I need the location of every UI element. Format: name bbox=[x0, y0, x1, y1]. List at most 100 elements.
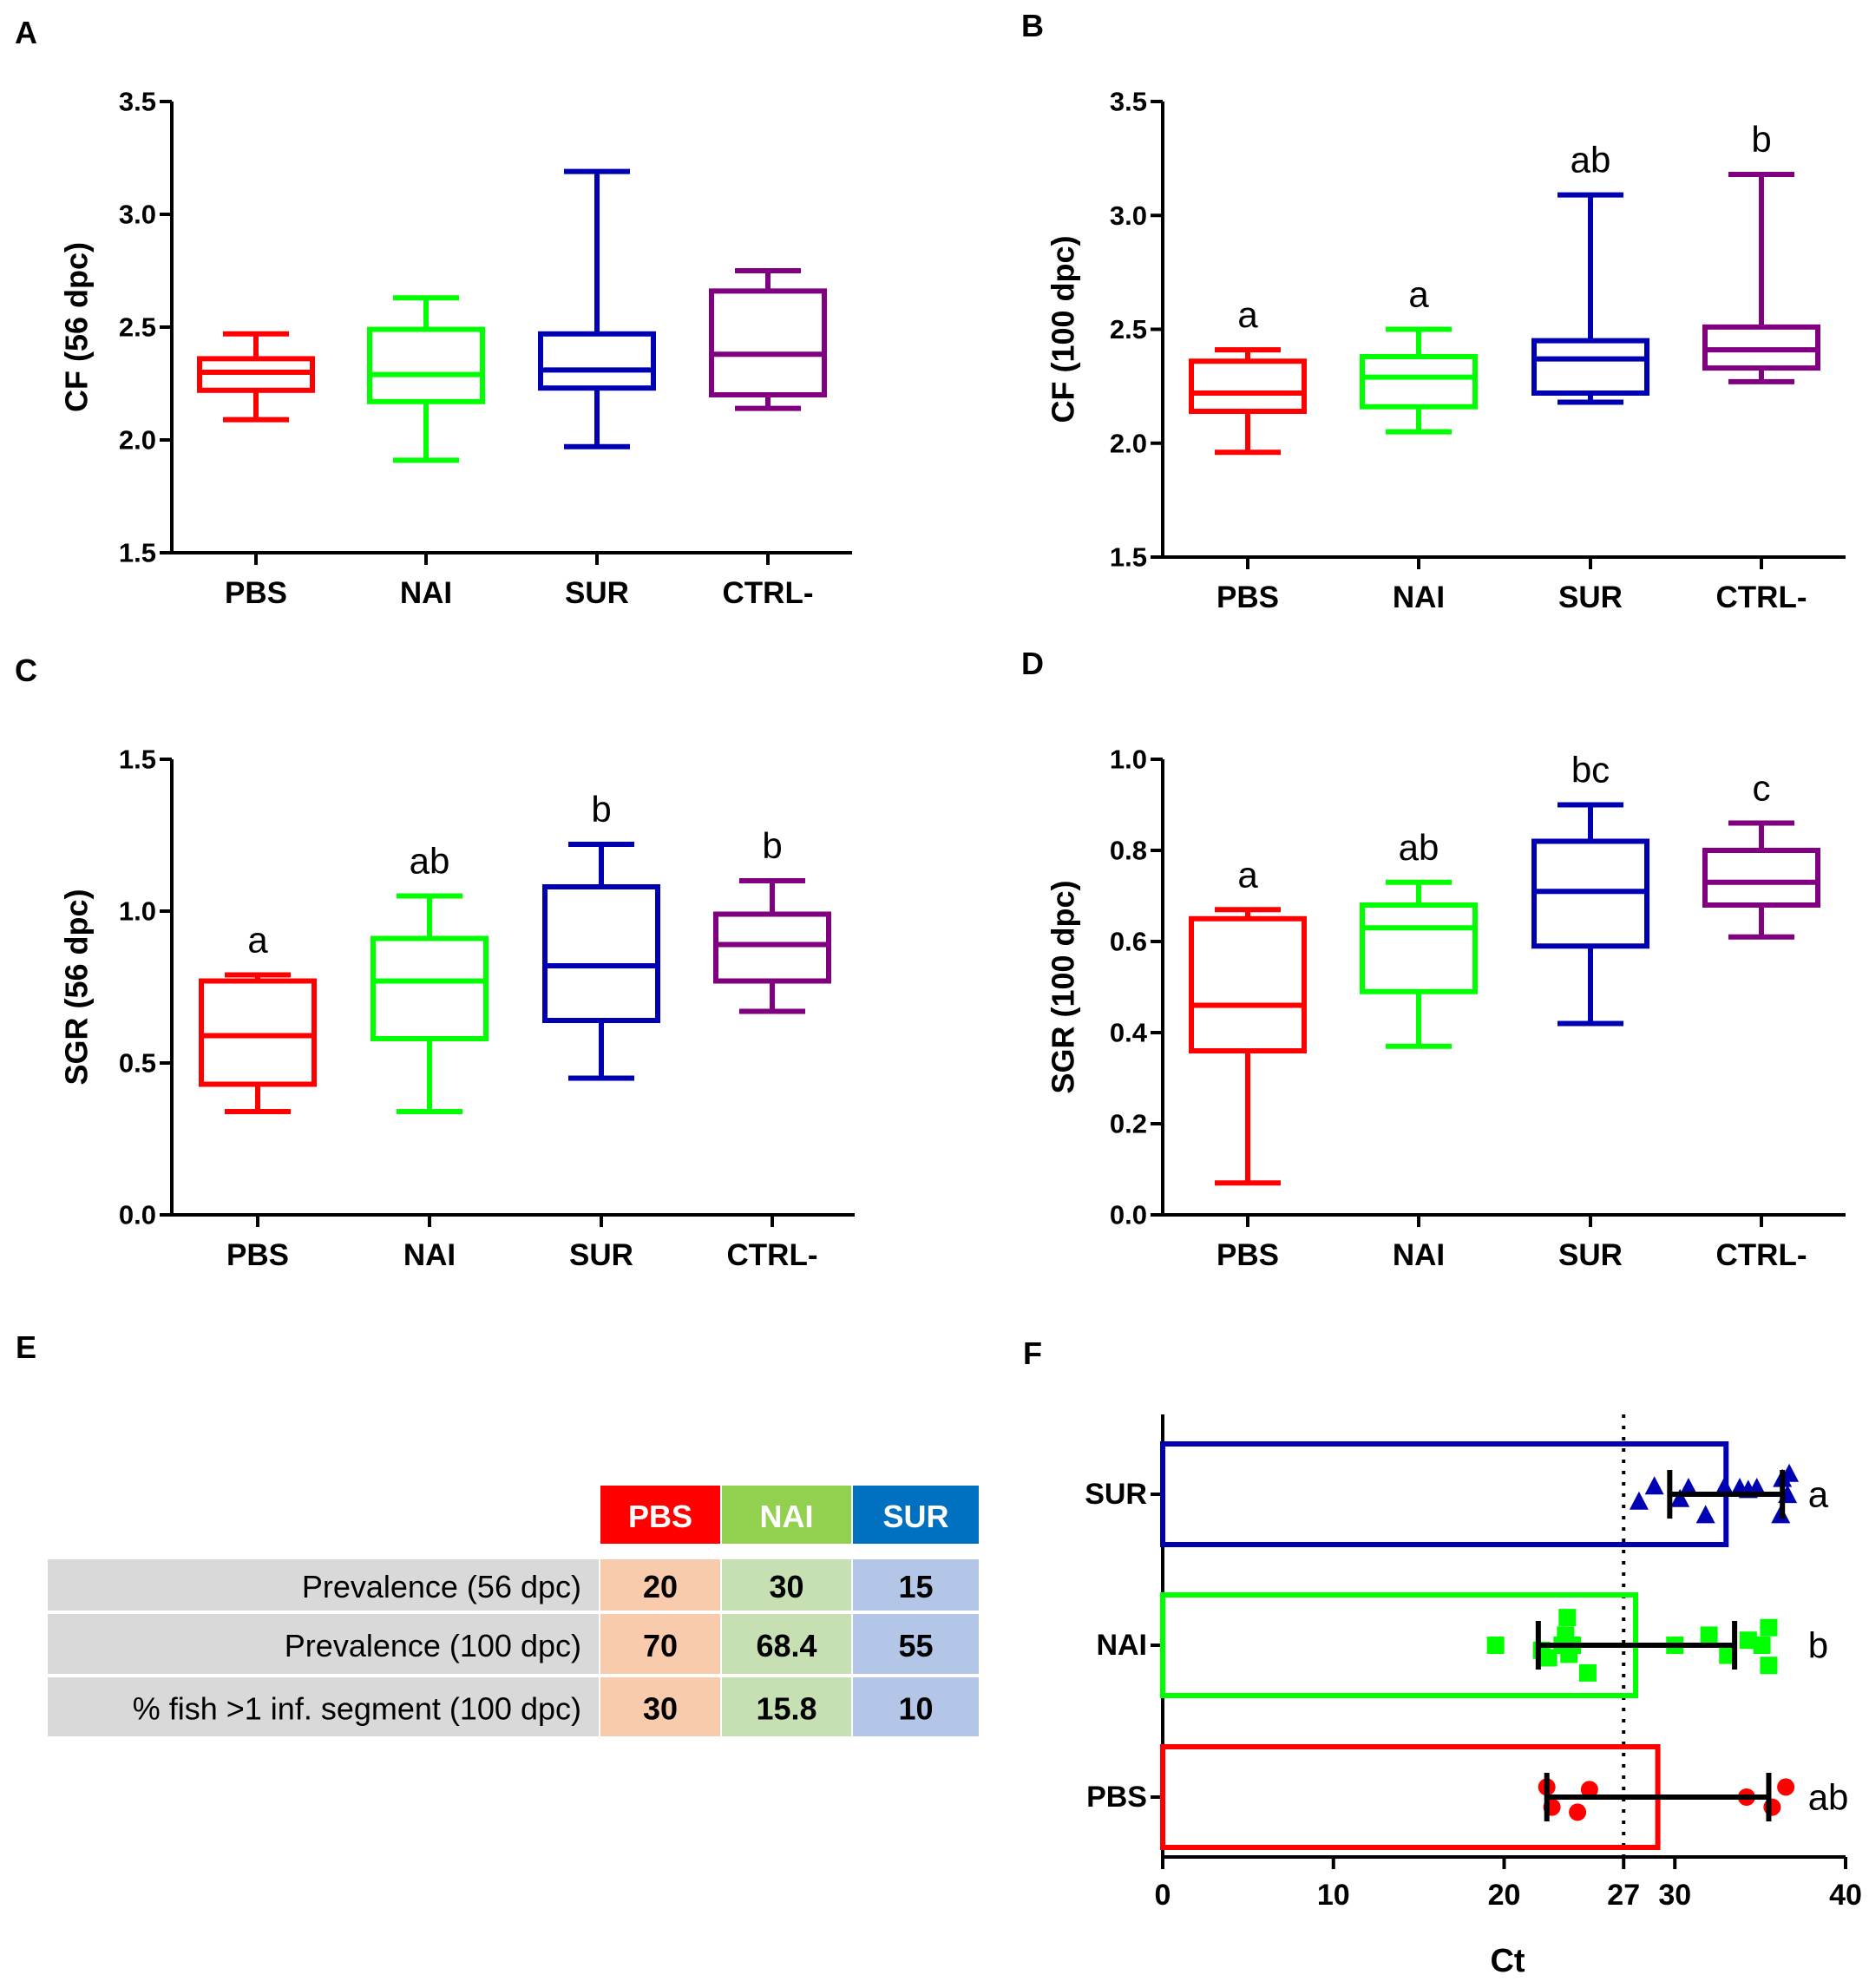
y-axis-label-d: SGR (100 dpc) bbox=[1046, 880, 1081, 1093]
y-tick-label-a-0: 1.5 bbox=[119, 538, 156, 568]
iqr-box bbox=[1189, 358, 1307, 414]
y-tick-label-b-0: 1.5 bbox=[1110, 542, 1147, 573]
table-cell-bg-1-2 bbox=[853, 1614, 979, 1674]
y-tick-label-d-5: 1.0 bbox=[1110, 745, 1147, 775]
iqr-box bbox=[1189, 915, 1307, 1053]
point-nai-8 bbox=[1578, 1663, 1597, 1682]
significance-letter-c-pbs: a bbox=[247, 920, 268, 961]
iqr-box bbox=[713, 911, 831, 984]
table-header-pbs: PBS bbox=[628, 1499, 692, 1534]
y-tick-label-b-2: 2.5 bbox=[1110, 314, 1147, 344]
y-tick-label-c-1: 0.5 bbox=[119, 1048, 156, 1079]
box-a-pbs bbox=[197, 331, 315, 423]
box-c-ctrlminus bbox=[713, 878, 831, 1014]
y-tick-label-d-0: 0.0 bbox=[1110, 1200, 1147, 1230]
x-tick-label-a-sur: SUR bbox=[565, 576, 629, 610]
x-tick-label-c-pbs: PBS bbox=[226, 1238, 289, 1272]
iqr-box bbox=[1360, 354, 1478, 410]
y-tick-label-f-pbs: PBS bbox=[1086, 1781, 1147, 1814]
table-cell-bg-2-0 bbox=[600, 1677, 720, 1736]
x-tick-label-c-ctrlminus: CTRL- bbox=[727, 1238, 818, 1272]
x-tick-label-f-30: 30 bbox=[1658, 1879, 1691, 1912]
y-axis-label-b: CF (100 dpc) bbox=[1046, 235, 1081, 423]
iqr-box bbox=[1360, 902, 1478, 994]
table-row-label-bg-1 bbox=[48, 1614, 599, 1674]
table-cell-bg-0-2 bbox=[853, 1559, 979, 1611]
table-cell-bg-0-0 bbox=[600, 1559, 720, 1611]
y-tick-label-f-sur: SUR bbox=[1085, 1478, 1147, 1511]
table-cell-2-sur: 10 bbox=[898, 1691, 933, 1727]
iqr-box bbox=[1702, 848, 1820, 908]
x-tick-label-f-27: 27 bbox=[1607, 1879, 1640, 1912]
y-axis-label-c: SGR (56 dpc) bbox=[59, 889, 95, 1085]
panel-label-d: D bbox=[1021, 646, 1044, 681]
y-tick-label-d-4: 0.8 bbox=[1110, 836, 1147, 866]
x-tick-label-d-ctrlminus: CTRL- bbox=[1716, 1238, 1807, 1272]
x-tick-label-a-pbs: PBS bbox=[225, 576, 287, 610]
table-cell-bg-0-1 bbox=[722, 1559, 851, 1611]
table-cell-2-nai: 15.8 bbox=[756, 1691, 816, 1727]
significance-letter-d-pbs: a bbox=[1237, 854, 1258, 895]
iqr-box bbox=[538, 331, 656, 391]
y-tick-label-c-0: 0.0 bbox=[119, 1200, 156, 1230]
iqr-box bbox=[542, 884, 660, 1023]
box-c-pbs bbox=[199, 972, 317, 1114]
significance-letter-d-nai: ab bbox=[1399, 827, 1439, 868]
panel-label-c: C bbox=[15, 653, 37, 688]
y-axis-label-a: CF (56 dpc) bbox=[59, 242, 95, 412]
x-tick-label-f-0: 0 bbox=[1155, 1879, 1171, 1912]
y-tick-label-d-3: 0.6 bbox=[1110, 927, 1147, 957]
significance-letter-f-nai: b bbox=[1808, 1625, 1828, 1666]
point-sur-1 bbox=[1644, 1476, 1664, 1495]
significance-letter-c-ctrlminus: b bbox=[762, 825, 782, 866]
point-sur-3 bbox=[1670, 1488, 1690, 1507]
point-nai-14 bbox=[1760, 1657, 1778, 1675]
point-sur-8 bbox=[1747, 1478, 1767, 1497]
box-b-pbs bbox=[1189, 347, 1307, 456]
significance-letter-b-ctrlminus: b bbox=[1751, 119, 1771, 160]
y-tick-label-b-3: 3.0 bbox=[1110, 200, 1147, 231]
iqr-box bbox=[1531, 338, 1649, 396]
iqr-box bbox=[709, 288, 827, 397]
table-cell-1-sur: 55 bbox=[898, 1628, 933, 1663]
table-row-label-2: % fish >1 inf. segment (100 dpc) bbox=[133, 1691, 581, 1727]
x-tick-label-a-ctrlminus: CTRL- bbox=[723, 576, 814, 610]
table-header-cell-pbs bbox=[600, 1486, 720, 1544]
y-tick-label-b-4: 3.5 bbox=[1110, 87, 1147, 117]
box-d-pbs bbox=[1189, 907, 1307, 1186]
table-cell-bg-1-0 bbox=[600, 1614, 720, 1674]
box-d-nai bbox=[1360, 879, 1478, 1049]
table-cell-1-nai: 68.4 bbox=[756, 1628, 816, 1663]
point-sur-4 bbox=[1695, 1505, 1715, 1524]
significance-letter-f-pbs: ab bbox=[1808, 1777, 1849, 1818]
x-tick-label-b-sur: SUR bbox=[1558, 581, 1623, 614]
box-a-ctrlminus bbox=[709, 268, 827, 411]
table-cell-bg-2-1 bbox=[722, 1677, 851, 1736]
table-cell-2-pbs: 30 bbox=[643, 1691, 678, 1727]
panel-label-a: A bbox=[15, 15, 37, 50]
point-nai-0 bbox=[1486, 1637, 1505, 1654]
y-tick-label-d-1: 0.2 bbox=[1110, 1109, 1147, 1139]
point-nai-15 bbox=[1760, 1618, 1778, 1637]
point-pbs-6 bbox=[1777, 1778, 1795, 1796]
panel-e: E PBS NAI SUR Prevalence (56 dpc) 20 30 15 Preva… bbox=[16, 1329, 979, 1736]
table-cell-bg-2-2 bbox=[853, 1677, 979, 1736]
table-cell-0-nai: 30 bbox=[769, 1569, 803, 1604]
y-tick-label-a-4: 3.5 bbox=[119, 87, 156, 117]
panel-d: D 0.0 0.2 0.4 0.6 0.8 1.0 SGR (100 dpc) PBS NAI SU… bbox=[1021, 646, 1846, 1272]
panel-label-f: F bbox=[1023, 1335, 1042, 1371]
panel-c: C 0.0 0.5 1.0 1.5 SGR (56 dpc) PBS NAI SUR CTRL-a… bbox=[15, 653, 855, 1272]
point-sur-5 bbox=[1715, 1476, 1735, 1495]
point-nai-7 bbox=[1558, 1609, 1577, 1627]
y-tick-label-a-3: 3.0 bbox=[119, 200, 156, 230]
x-tick-label-a-nai: NAI bbox=[400, 576, 452, 610]
point-sur-0 bbox=[1629, 1491, 1649, 1510]
iqr-box bbox=[371, 935, 489, 1041]
y-tick-label-d-2: 0.4 bbox=[1110, 1018, 1148, 1048]
point-nai-12 bbox=[1739, 1631, 1757, 1650]
x-tick-label-f-10: 10 bbox=[1317, 1879, 1350, 1912]
x-tick-label-d-nai: NAI bbox=[1393, 1238, 1445, 1272]
table-cell-1-pbs: 70 bbox=[643, 1628, 678, 1663]
significance-letter-b-pbs: a bbox=[1237, 294, 1258, 335]
